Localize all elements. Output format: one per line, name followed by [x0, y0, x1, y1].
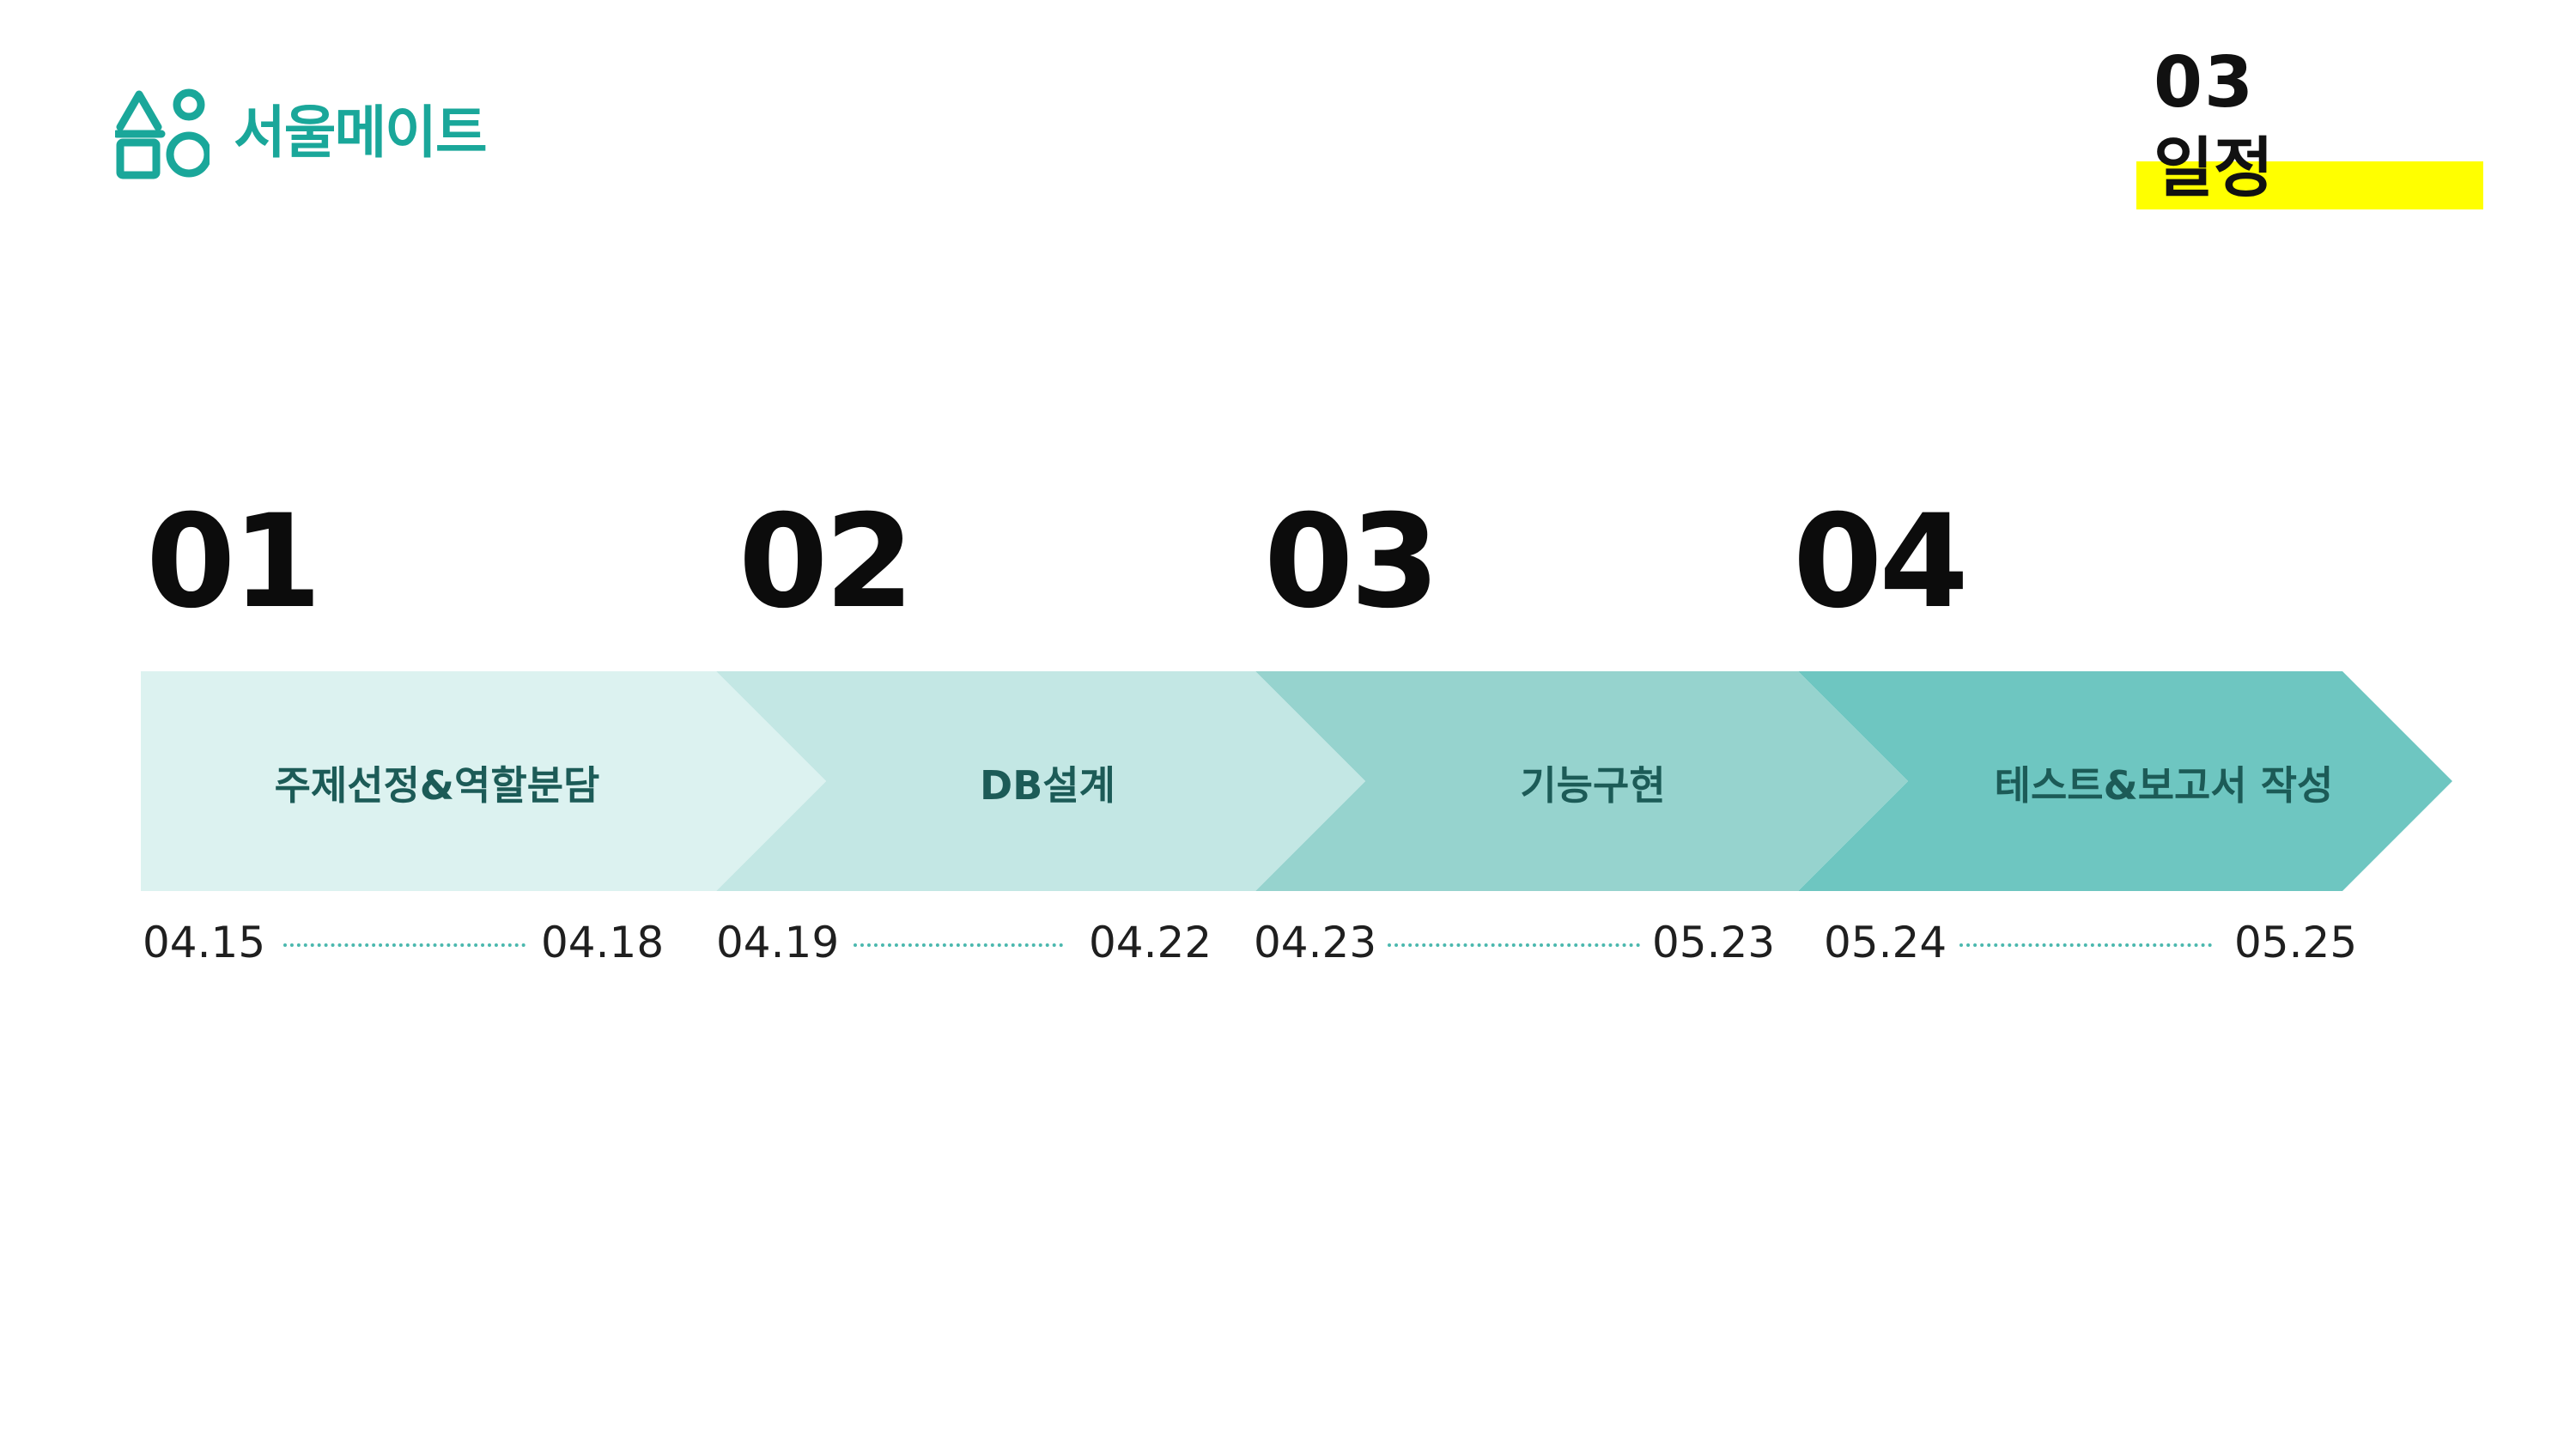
timeline-segment-3	[1255, 671, 1908, 891]
step-number-1: 01	[146, 488, 322, 637]
step-4-date-connector	[1959, 943, 2212, 947]
section-title-highlight	[2136, 161, 2483, 209]
step-3-date-connector	[1388, 943, 1640, 947]
logo: 서울메이트	[115, 86, 488, 180]
step-label-1: 주제선정&역할분담	[274, 762, 600, 809]
timeline-segment-1	[141, 671, 826, 891]
timeline-segment-2	[716, 671, 1365, 891]
step-number-4: 04	[1793, 488, 1969, 637]
section-number: 03	[2154, 42, 2256, 124]
step-2-date-connector	[854, 943, 1063, 947]
step-number-3: 03	[1264, 488, 1440, 637]
step-label-2: DB설계	[980, 762, 1115, 809]
step-4-end-date: 05.25	[2234, 918, 2358, 967]
step-number-2: 02	[738, 488, 914, 637]
step-2-start-date: 04.19	[716, 918, 840, 967]
step-label-4: 테스트&보고서 작성	[1994, 762, 2334, 809]
step-2-end-date: 04.22	[1089, 918, 1212, 967]
step-3-start-date: 04.23	[1254, 918, 1377, 967]
step-label-3: 기능구현	[1520, 762, 1666, 809]
logo-icon	[115, 88, 210, 179]
section-title: 일정	[2154, 130, 2274, 206]
step-1-start-date: 04.15	[143, 918, 266, 967]
step-4-start-date: 05.24	[1824, 918, 1947, 967]
step-3-end-date: 05.23	[1652, 918, 1776, 967]
timeline-segment-4	[1798, 671, 2452, 891]
step-1-date-connector	[283, 943, 526, 947]
logo-text: 서울메이트	[234, 100, 488, 166]
step-1-end-date: 04.18	[541, 918, 665, 967]
